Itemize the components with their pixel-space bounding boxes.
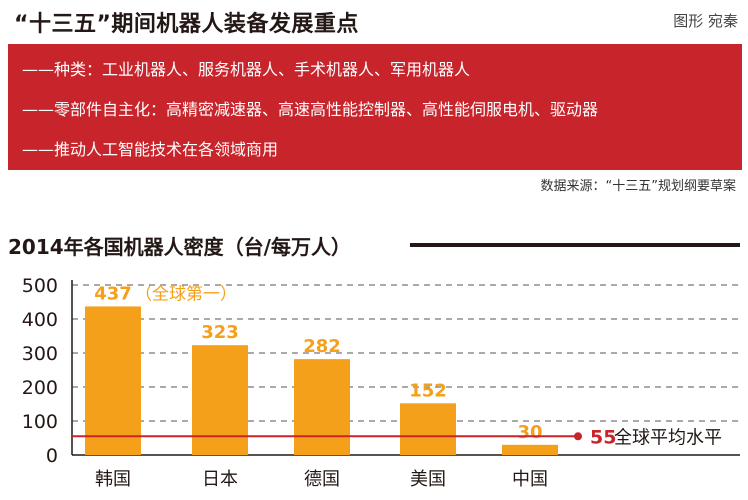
bar-韩国 (85, 306, 141, 455)
y-tick-label: 0 (46, 445, 58, 467)
y-tick-label: 100 (22, 411, 58, 433)
robot-density-chart: 0 100 200 300 400 500 437 韩国 323 日本 282 德国 152 美国 30 中国… (22, 275, 740, 490)
banner-line-components: ——零部件自主化：高精密减速器、高速高性能控制器、高性能伺服电机、驱动器 (22, 100, 599, 119)
global-average-value: 55 (590, 426, 616, 448)
bar-value-label: 437 (94, 283, 132, 304)
bar-中国 (502, 444, 558, 455)
top-rank-annotation: （全球第一） (135, 284, 237, 304)
bar-德国 (294, 359, 350, 455)
y-tick-label: 400 (22, 309, 58, 331)
data-source: 数据来源：“十三五”规划纲要草案 (540, 179, 736, 194)
bar-value-label: 323 (201, 322, 239, 343)
banner-line-types: ——种类：工业机器人、服务机器人、手术机器人、军用机器人 (22, 60, 471, 79)
bar-value-label: 30 (517, 422, 542, 443)
bar-value-label: 152 (409, 380, 447, 401)
global-average-label: 全球平均水平 (614, 427, 722, 448)
global-average-marker (574, 432, 582, 441)
x-category-label: 美国 (410, 469, 446, 490)
title-rule (410, 243, 740, 247)
y-tick-label: 200 (22, 377, 58, 399)
page-title: “十三五”期间机器人装备发展重点 (14, 12, 359, 37)
y-tick-label: 500 (22, 275, 58, 297)
bar-美国 (400, 403, 456, 455)
y-tick-label: 300 (22, 343, 58, 365)
x-category-label: 韩国 (95, 469, 131, 490)
x-category-label: 中国 (512, 469, 548, 490)
graphic-credit: 图形 宛秦 (673, 12, 738, 30)
x-category-label: 德国 (304, 469, 340, 490)
key-points-banner: ——种类：工业机器人、服务机器人、手术机器人、军用机器人 ——零部件自主化：高精… (8, 44, 742, 170)
banner-line-ai: ——推动人工智能技术在各领域商用 (22, 140, 279, 159)
x-category-label: 日本 (202, 469, 238, 490)
bar-value-label: 282 (303, 336, 341, 357)
bar-日本 (192, 345, 248, 455)
chart-title: 2014年各国机器人密度（台/每万人） (8, 235, 351, 259)
